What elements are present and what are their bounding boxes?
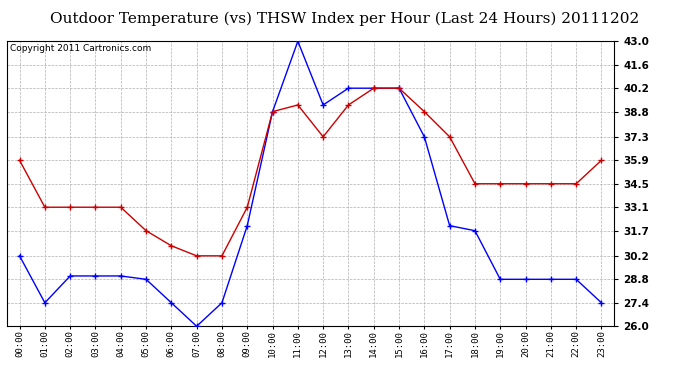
- Text: Copyright 2011 Cartronics.com: Copyright 2011 Cartronics.com: [10, 44, 151, 53]
- Text: Outdoor Temperature (vs) THSW Index per Hour (Last 24 Hours) 20111202: Outdoor Temperature (vs) THSW Index per …: [50, 11, 640, 26]
